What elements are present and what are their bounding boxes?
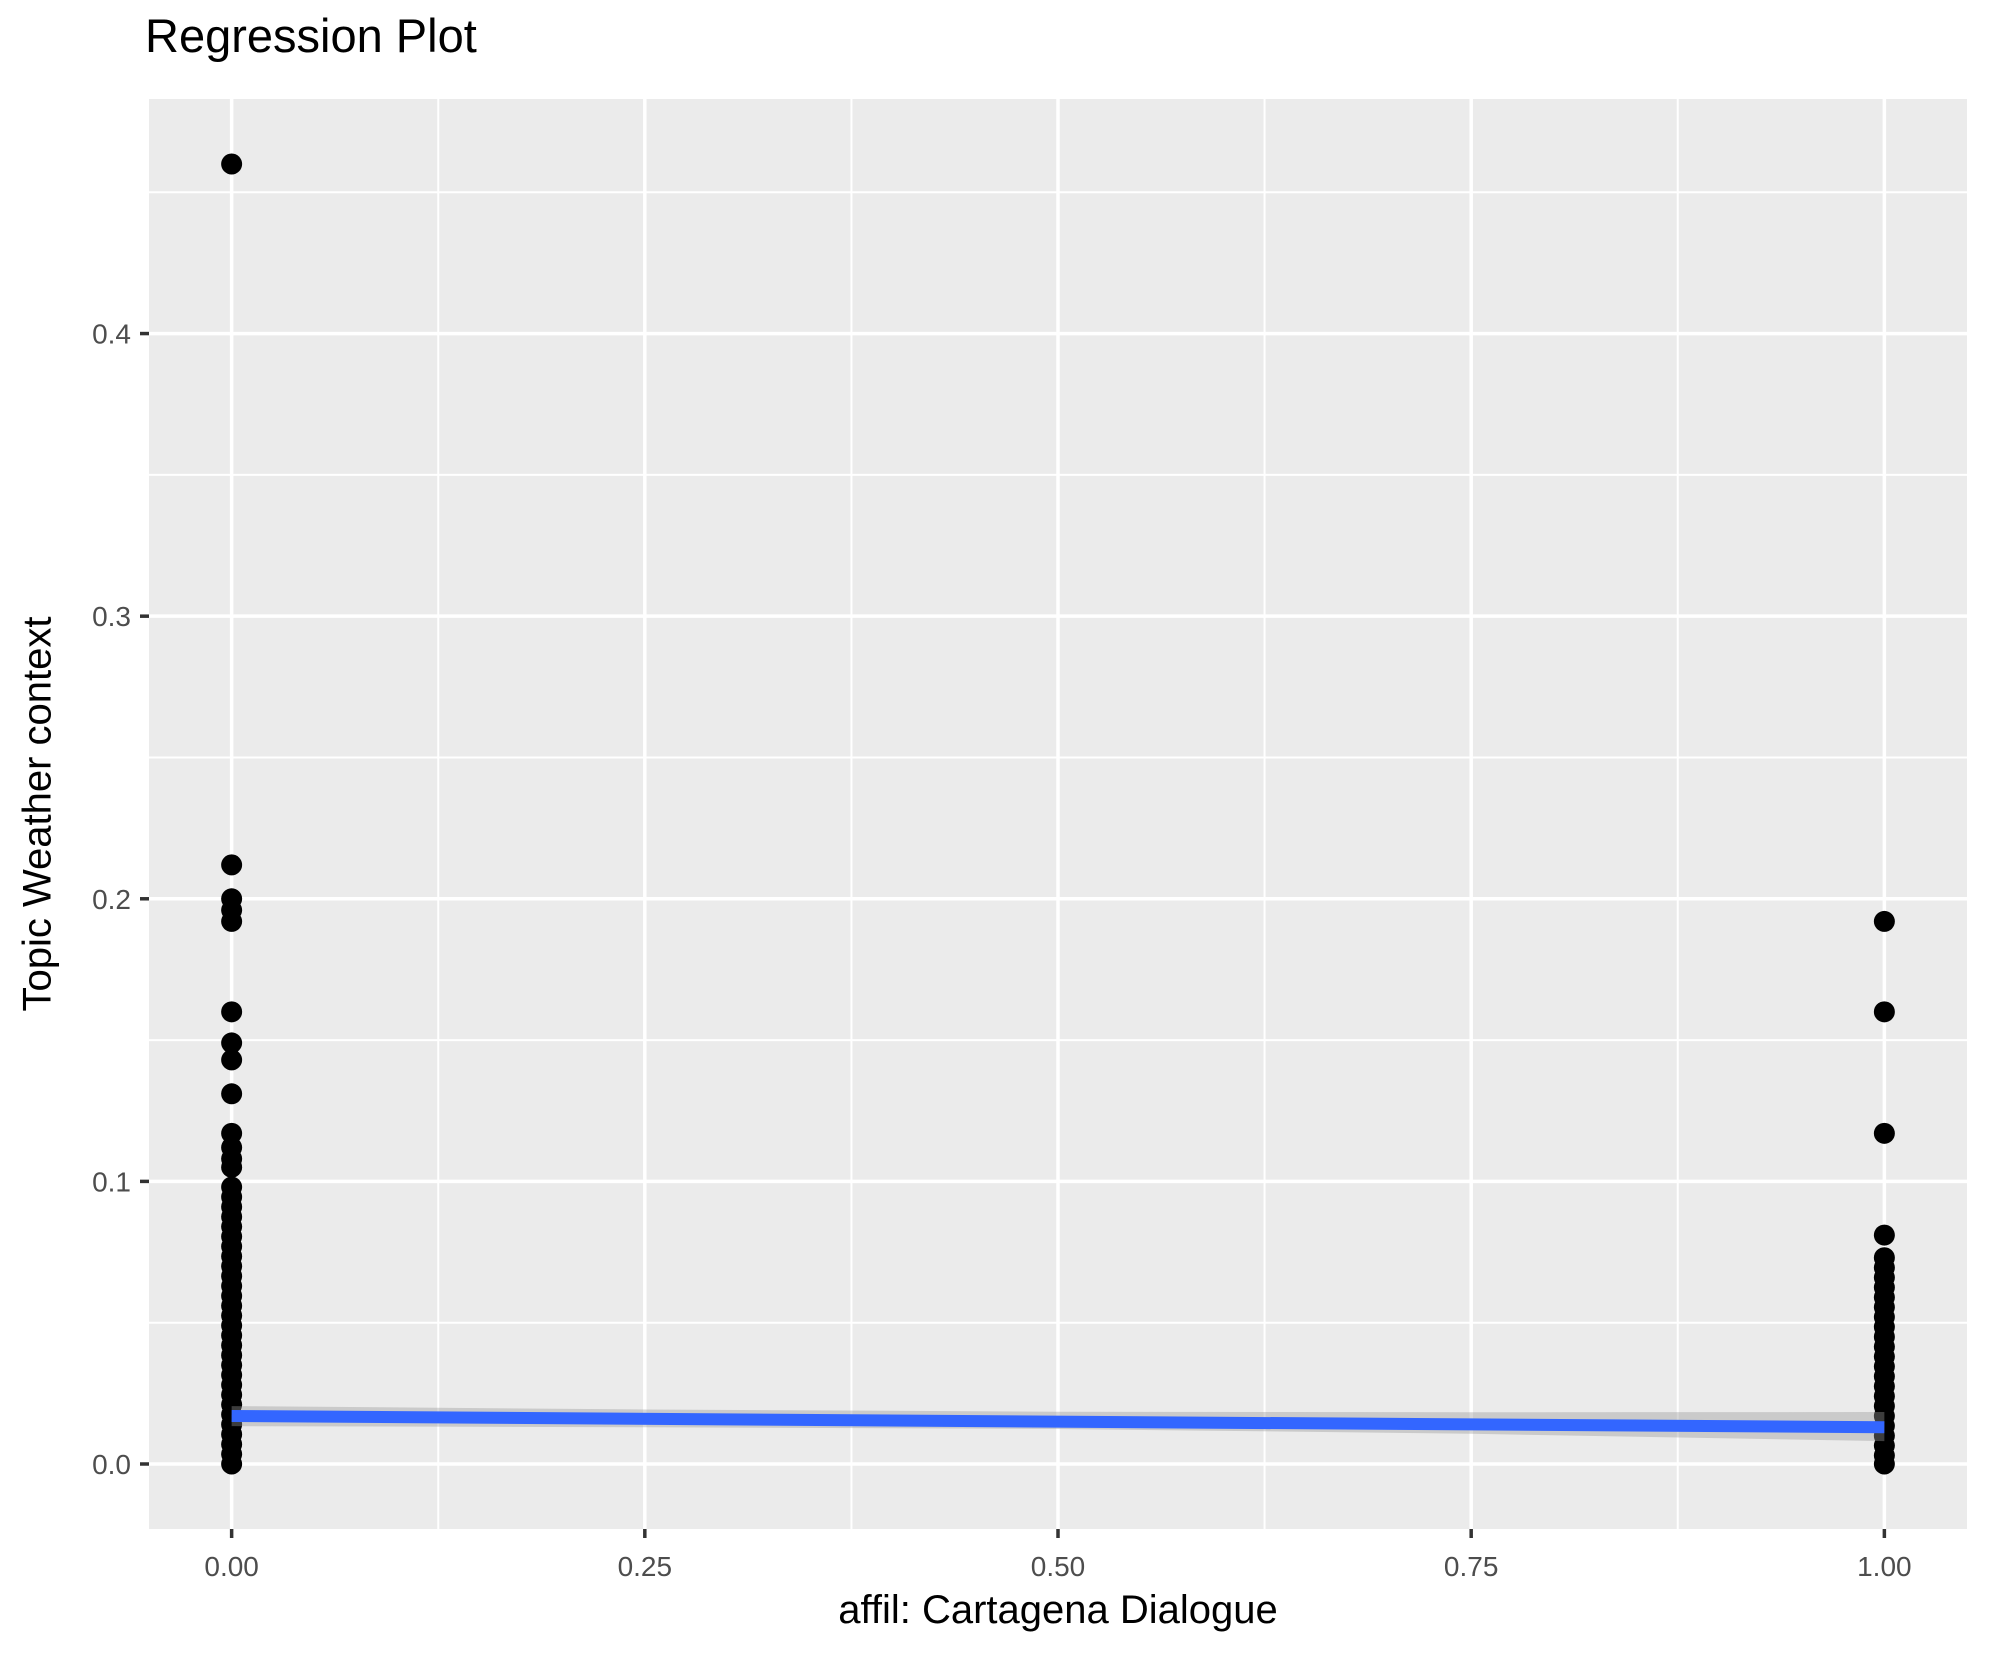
x-tick-label: 0.50	[1031, 1551, 1086, 1582]
x-tick-label: 0.00	[204, 1551, 259, 1582]
y-tick-label: 0.0	[92, 1449, 131, 1480]
data-point	[1873, 1224, 1895, 1246]
data-point	[1873, 1122, 1895, 1144]
data-point	[1873, 1453, 1895, 1475]
data-point	[221, 153, 243, 175]
y-tick-label: 0.4	[92, 319, 131, 350]
data-point	[1873, 910, 1895, 932]
plot-title: Regression Plot	[145, 9, 477, 62]
data-point	[221, 1156, 243, 1178]
y-tick-label: 0.3	[92, 601, 131, 632]
y-tick-label: 0.1	[92, 1166, 131, 1197]
x-tick-label: 0.75	[1444, 1551, 1499, 1582]
x-tick-label: 0.25	[618, 1551, 673, 1582]
data-point	[221, 1453, 243, 1475]
data-point	[1873, 1001, 1895, 1023]
data-point	[221, 854, 243, 876]
data-point	[221, 910, 243, 932]
y-tick-label: 0.2	[92, 884, 131, 915]
x-tick-label: 1.00	[1857, 1551, 1912, 1582]
data-point	[221, 1049, 243, 1071]
data-point	[221, 1001, 243, 1023]
regression-line	[231, 1409, 1885, 1434]
data-point	[221, 1032, 243, 1054]
data-point	[221, 1083, 243, 1105]
x-axis-title: affil: Cartagena Dialogue	[838, 1588, 1278, 1632]
